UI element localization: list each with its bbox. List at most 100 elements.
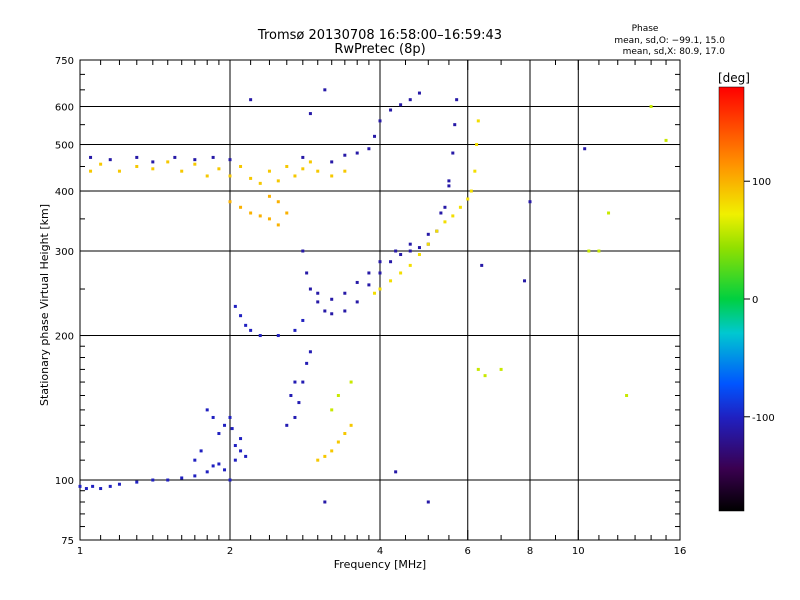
data-point — [233, 444, 237, 448]
data-point — [217, 462, 221, 466]
data-point — [293, 328, 297, 332]
data-point — [408, 98, 412, 102]
grid-lines — [80, 60, 680, 540]
data-point — [135, 480, 139, 484]
data-point — [316, 300, 320, 304]
data-point — [289, 394, 293, 398]
data-point — [211, 415, 215, 419]
x-tick-label: 4 — [377, 546, 383, 557]
data-point — [499, 367, 503, 371]
data-point — [199, 449, 203, 453]
data-point — [458, 205, 462, 209]
data-point — [649, 105, 653, 109]
data-point — [211, 155, 215, 159]
data-point — [308, 287, 312, 291]
data-point — [276, 334, 280, 338]
data-point — [523, 279, 527, 283]
data-point — [151, 160, 155, 164]
data-point — [239, 164, 243, 168]
y-tick-label: 100 — [55, 476, 74, 487]
data-point — [330, 174, 334, 178]
data-point — [355, 300, 359, 304]
data-point — [285, 423, 289, 427]
data-point — [233, 304, 237, 308]
data-point — [323, 88, 327, 92]
data-point — [293, 380, 297, 384]
data-point — [389, 260, 393, 264]
data-point — [323, 454, 327, 458]
data-point — [249, 98, 253, 102]
data-point — [443, 205, 447, 209]
data-point — [308, 112, 312, 116]
data-point — [285, 211, 289, 215]
data-point — [228, 200, 232, 204]
data-point — [349, 423, 353, 427]
data-point — [408, 249, 412, 253]
chart-subtitle: RwPretec (8p) — [334, 42, 425, 57]
data-point — [394, 249, 398, 253]
data-point — [99, 162, 103, 166]
data-point — [336, 440, 340, 444]
data-point — [276, 223, 280, 227]
data-point — [447, 184, 451, 188]
data-point — [476, 367, 480, 371]
data-point — [417, 91, 421, 95]
data-point — [417, 246, 421, 250]
data-point — [151, 167, 155, 171]
data-point — [117, 482, 121, 486]
phase-header-line1: mean, sd,O: −99.1, 15.0 — [614, 36, 725, 46]
data-point — [453, 123, 457, 127]
data-point — [399, 253, 403, 257]
data-point — [443, 220, 447, 224]
data-points — [78, 88, 668, 504]
data-point — [293, 415, 297, 419]
data-point — [249, 176, 253, 180]
x-tick-label: 10 — [572, 546, 585, 557]
data-point — [316, 458, 320, 462]
data-point — [301, 155, 305, 159]
data-point — [399, 271, 403, 275]
data-point — [349, 380, 353, 384]
data-point — [276, 179, 280, 183]
data-point — [323, 309, 327, 313]
data-point — [625, 394, 629, 398]
data-point — [239, 449, 243, 453]
data-point — [473, 169, 477, 173]
data-point — [480, 263, 484, 267]
axis-ticks — [79, 59, 681, 541]
data-point — [166, 478, 170, 482]
data-point — [305, 361, 309, 365]
data-point — [373, 134, 377, 138]
data-point — [439, 211, 443, 215]
data-point — [466, 197, 470, 201]
y-tick-label: 600 — [55, 103, 74, 114]
data-point — [664, 138, 668, 142]
data-point — [587, 249, 591, 253]
data-point — [117, 169, 121, 173]
data-point — [343, 169, 347, 173]
data-point — [426, 242, 430, 246]
data-point — [378, 119, 382, 123]
data-point — [267, 194, 271, 198]
data-point — [276, 200, 280, 204]
data-point — [244, 323, 248, 327]
data-point — [193, 162, 197, 166]
data-point — [378, 260, 382, 264]
data-point — [378, 271, 382, 275]
data-point — [205, 174, 209, 178]
data-point — [211, 464, 215, 468]
data-point — [258, 334, 262, 338]
colorbar-ticks: 100 0 -100 — [744, 177, 775, 424]
data-point — [308, 160, 312, 164]
data-point — [373, 291, 377, 295]
x-tick-label: 8 — [527, 546, 533, 557]
data-point — [597, 249, 601, 253]
data-point — [228, 174, 232, 178]
data-point — [607, 211, 611, 215]
data-point — [301, 380, 305, 384]
colorbar-tick-label: 0 — [752, 295, 758, 306]
data-point — [166, 160, 170, 164]
y-tick-label: 500 — [55, 141, 74, 152]
data-point — [239, 205, 243, 209]
